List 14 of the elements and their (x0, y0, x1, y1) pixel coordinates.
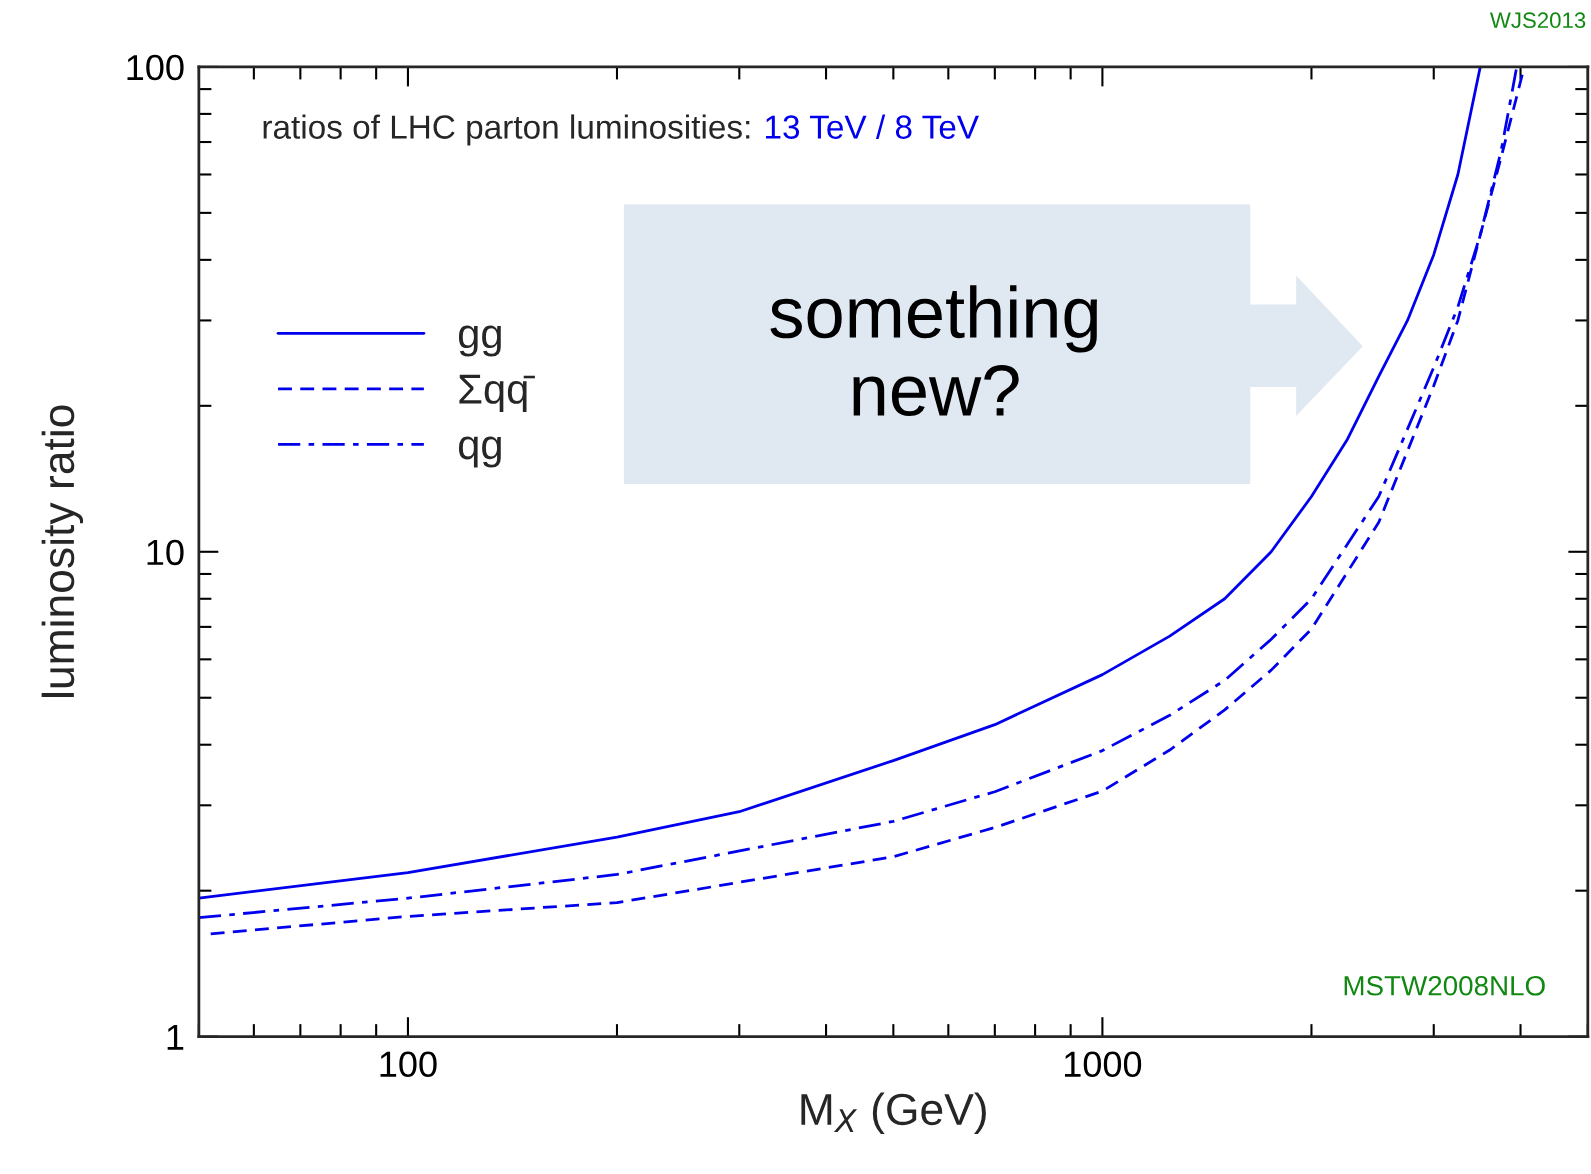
text: ratios of LHC parton luminosities: (263, 114, 750, 146)
annotation: MSTW2008NLO (1344, 975, 1545, 996)
legend-label: Σqq̄ (459, 374, 535, 413)
x-axis-title: M$_{X}$ (GeV) (801, 1092, 986, 1134)
y-tick-label: 10 (147, 539, 184, 566)
x-tick-label: 1000 (1064, 1051, 1142, 1078)
y-tick-label: 1 (167, 1024, 184, 1050)
legend-label: gg (458, 325, 501, 357)
legend-label: qg (458, 436, 501, 468)
annotation: something new? (770, 285, 1097, 417)
y-axis-title: luminosity ratio (41, 405, 84, 697)
y-tick-label: 100 (127, 54, 184, 81)
text: 13 TeV / 8 TeV (766, 114, 979, 139)
text: WJS2013 (1489, 12, 1586, 29)
